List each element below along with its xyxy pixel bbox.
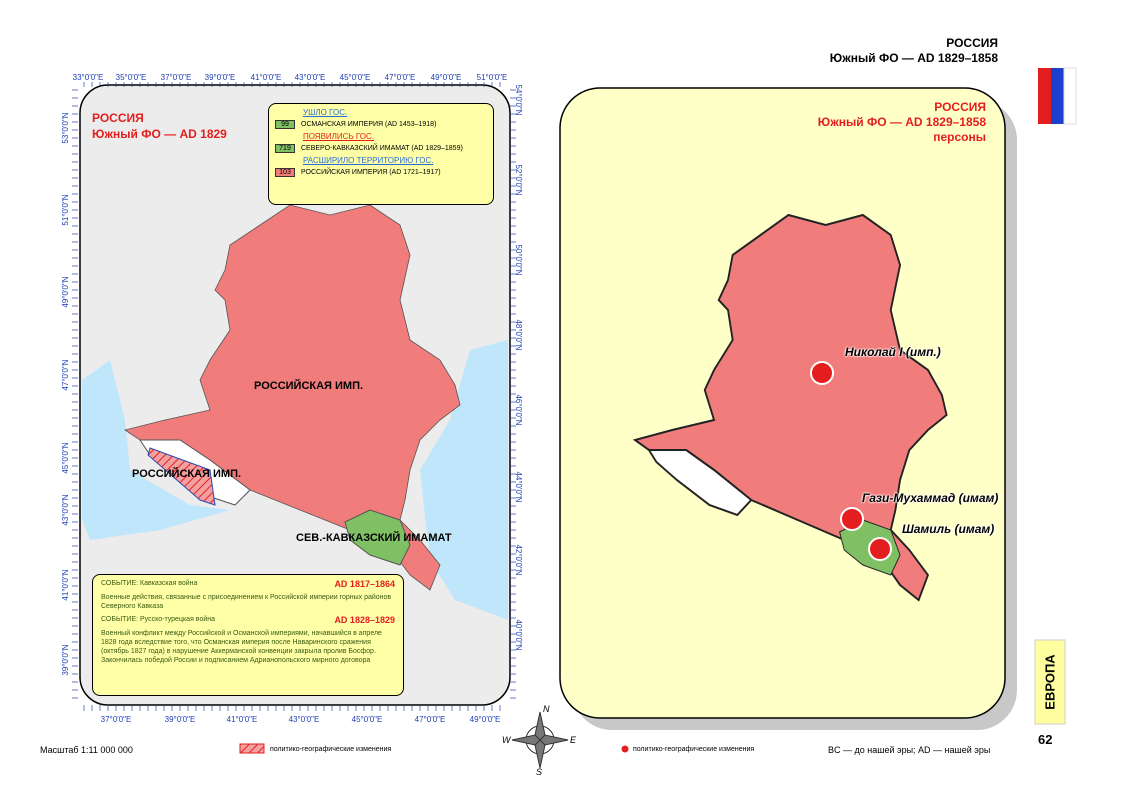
latitude-label: 54°0'0"N — [514, 84, 523, 115]
legend-code: 103 — [275, 168, 295, 177]
event-text: Военный конфликт между Российской и Осма… — [101, 630, 382, 664]
left-title: РОССИЯ Южный ФО — AD 1829 — [92, 110, 227, 142]
event-title: СОБЫТИЕ: Русско-турецкая война — [101, 616, 216, 623]
event-date: AD 1828–1829 — [334, 615, 395, 625]
longitude-label: 45°0'0"E — [352, 715, 383, 724]
longitude-label: 43°0'0"E — [289, 715, 320, 724]
compass-letter: N — [543, 704, 550, 714]
map-label: РОССИЙСКАЯ ИМП. — [132, 468, 242, 480]
longitude-label: 37°0'0"E — [101, 715, 132, 724]
legend-heading: УШЛО ГОС. — [303, 108, 348, 117]
longitude-label: 47°0'0"E — [415, 715, 446, 724]
latitude-label: 41°0'0"N — [61, 569, 70, 600]
latitude-label: 49°0'0"N — [61, 276, 70, 307]
latitude-label: 46°0'0"N — [514, 394, 523, 425]
map-caption: персоны — [933, 130, 986, 144]
latitude-label: 40°0'0"N — [514, 619, 523, 650]
legend-label: СЕВЕРО-КАВКАЗСКИЙ ИМАМАТ (AD 1829–1859) — [301, 145, 463, 152]
person-label: Шамиль (имам) — [902, 522, 995, 536]
latitude-label: 44°0'0"N — [514, 471, 523, 502]
legend-item: 99 ОСМАНСКАЯ ИМПЕРИЯ (AD 1453–1918) — [275, 120, 493, 129]
compass-letter: S — [536, 767, 542, 777]
sea — [420, 340, 508, 620]
longitude-label: 41°0'0"E — [227, 715, 258, 724]
header: РОССИЯ Южный ФО — AD 1829–1858 — [830, 36, 998, 66]
era-note: BC — до нашей эры; AD — нашей эры — [828, 745, 991, 755]
event-head: СОБЫТИЕ: Кавказская война AD 1817–1864 — [101, 579, 395, 589]
legend: УШЛО ГОС. 99 ОСМАНСКАЯ ИМПЕРИЯ (AD 1453–1… — [268, 103, 494, 205]
longitude-label: 43°0'0"E — [295, 73, 326, 82]
event-title: СОБЫТИЕ: Кавказская война — [101, 580, 198, 587]
latitude-label: 39°0'0"N — [61, 644, 70, 675]
header-subtitle: Южный ФО — AD 1829–1858 — [829, 51, 998, 65]
latitude-label: 42°0'0"N — [514, 544, 523, 575]
compass-letter: W — [502, 735, 512, 745]
latitude-label: 52°0'0"N — [514, 164, 523, 195]
map-subtitle: Южный ФО — AD 1829–1858 — [817, 115, 986, 129]
compass-letter: E — [570, 735, 577, 745]
compass — [511, 711, 569, 769]
longitude-label: 41°0'0"E — [251, 73, 282, 82]
flag-stripe — [1038, 68, 1051, 124]
legend-code: 99 — [275, 120, 295, 129]
map-title: РОССИЯ — [92, 111, 144, 125]
event-date: AD 1817–1864 — [334, 579, 395, 589]
dot-swatch — [621, 745, 629, 753]
latitude-label: 53°0'0"N — [61, 112, 70, 143]
person-icons — [810, 361, 892, 561]
latitude-label: 45°0'0"N — [61, 442, 70, 473]
latitude-label: 43°0'0"N — [61, 494, 70, 525]
longitude-label: 45°0'0"E — [340, 73, 371, 82]
latitude-label: 51°0'0"N — [61, 194, 70, 225]
section-tab — [1034, 639, 1066, 725]
map-title: РОССИЯ — [934, 100, 986, 114]
person-label: Гази-Мухаммад (имам) — [862, 491, 999, 505]
events-box: СОБЫТИЕ: Кавказская война AD 1817–1864 Во… — [92, 574, 404, 696]
longitude-label: 35°0'0"E — [116, 73, 147, 82]
event-text: Военные действия, связанные с присоедине… — [101, 594, 392, 610]
flag-stripe — [1063, 67, 1077, 125]
longitude-label: 39°0'0"E — [165, 715, 196, 724]
scale: Масштаб 1:11 000 000 — [40, 745, 133, 755]
legend-item: 719 СЕВЕРО-КАВКАЗСКИЙ ИМАМАТ (AD 1829–185… — [275, 144, 493, 153]
legend-heading: РАСШИРИЛО ТЕРРИТОРИЮ ГОС. — [303, 156, 434, 165]
dot-legend: политико-географические изменения — [633, 746, 755, 753]
person-label: Николай I (имп.) — [845, 345, 941, 359]
longitude-label: 33°0'0"E — [73, 73, 104, 82]
latitude-label: 48°0'0"N — [514, 319, 523, 350]
legend-label: ОСМАНСКАЯ ИМПЕРИЯ (AD 1453–1918) — [301, 121, 437, 128]
event-head: СОБЫТИЕ: Русско-турецкая война AD 1828–18… — [101, 615, 395, 625]
longitude-label: 49°0'0"E — [431, 73, 462, 82]
map-label: СЕВ.-КАВКАЗСКИЙ ИМАМАТ — [296, 532, 452, 544]
legend-item: 103 РОССИЙСКАЯ ИМПЕРИЯ (AD 1721–1917) — [275, 168, 493, 177]
flag-stripe — [1051, 68, 1064, 124]
right-title: РОССИЯ Южный ФО — AD 1829–1858 персоны — [818, 100, 986, 145]
legend-code: 719 — [275, 144, 295, 153]
legend-label: РОССИЙСКАЯ ИМПЕРИЯ (AD 1721–1917) — [301, 169, 441, 176]
latitude-label: 50°0'0"N — [514, 244, 523, 275]
hatch-swatch — [239, 743, 265, 754]
legend-heading: ПОЯВИЛИСЬ ГОС. — [303, 132, 375, 141]
map-subtitle: Южный ФО — AD 1829 — [92, 127, 227, 141]
map-label: РОССИЙСКАЯ ИМП. — [254, 380, 364, 392]
longitude-label: 39°0'0"E — [205, 73, 236, 82]
sea — [82, 360, 230, 540]
header-title: РОССИЯ — [946, 36, 998, 50]
longitude-label: 49°0'0"E — [470, 715, 501, 724]
longitude-label: 37°0'0"E — [161, 73, 192, 82]
hatch-legend: политико-географические изменения — [270, 746, 392, 753]
section-label: ЕВРОПА — [1042, 654, 1058, 710]
page-number: 62 — [1038, 732, 1053, 747]
latitude-label: 47°0'0"N — [61, 359, 70, 390]
longitude-label: 47°0'0"E — [385, 73, 416, 82]
imamate-area — [344, 509, 411, 566]
longitude-label: 51°0'0"E — [477, 73, 508, 82]
hatched-area — [147, 447, 216, 506]
